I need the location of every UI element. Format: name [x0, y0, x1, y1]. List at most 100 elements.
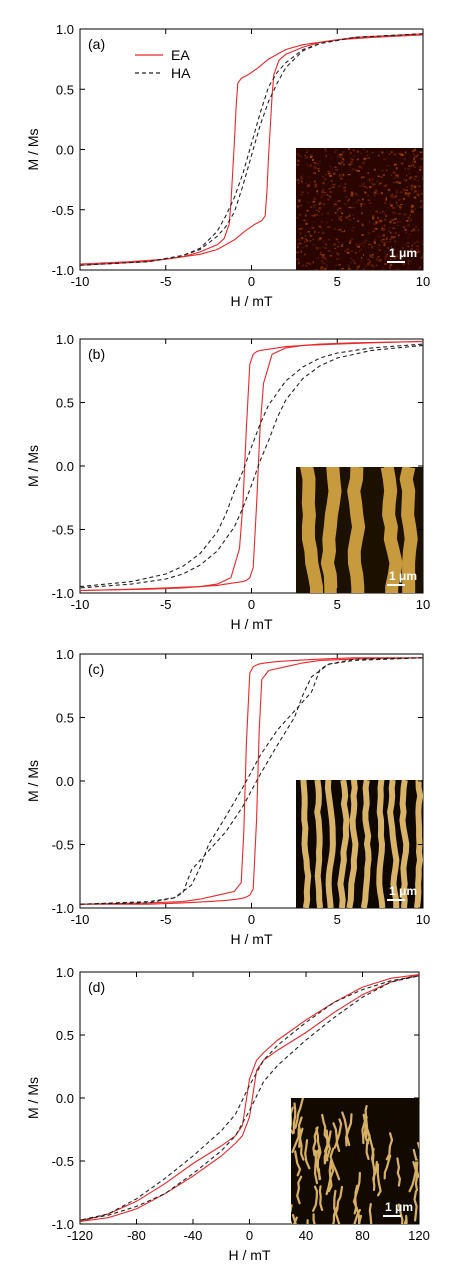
- speckle-dot: [355, 251, 357, 254]
- speckle-dot: [356, 170, 360, 172]
- speckle-dot: [325, 154, 328, 157]
- speckle-dot: [366, 186, 368, 190]
- speckle-dot: [415, 251, 419, 254]
- speckle-dot: [388, 230, 391, 232]
- speckle-dot: [338, 185, 341, 188]
- labyrinth-domain: [413, 1190, 418, 1222]
- speckle-dot: [412, 229, 416, 232]
- speckle-dot: [410, 210, 414, 213]
- speckle-dot: [329, 190, 333, 193]
- speckle-dot: [399, 205, 402, 208]
- speckle-dot: [395, 181, 399, 184]
- speckle-dot: [315, 162, 319, 165]
- y-tick-label: 1.0: [56, 647, 74, 662]
- speckle-dot: [352, 259, 355, 262]
- speckle-dot: [399, 220, 401, 223]
- speckle-dot: [333, 203, 337, 205]
- speckle-dot: [344, 229, 346, 232]
- speckle-dot: [411, 177, 415, 179]
- labyrinth-domain: [334, 1185, 344, 1216]
- speckle-dot: [364, 185, 368, 188]
- y-tick-label: -0.5: [52, 838, 74, 853]
- speckle-dot: [380, 176, 383, 178]
- legend-label-ea: EA: [171, 47, 190, 63]
- speckle-dot: [415, 155, 418, 158]
- y-axis-title: M / Ms: [25, 760, 41, 802]
- speckle-dot: [344, 196, 348, 198]
- speckle-dot: [297, 246, 299, 249]
- speckle-dot: [314, 166, 317, 169]
- speckle-dot: [414, 208, 416, 210]
- speckle-dot: [316, 190, 318, 193]
- speckle-dot: [323, 178, 327, 181]
- speckle-dot: [301, 182, 303, 185]
- speckle-dot: [335, 264, 338, 267]
- speckle-dot: [338, 257, 342, 260]
- y-tick-label: 1.0: [56, 22, 74, 37]
- speckle-dot: [418, 189, 420, 193]
- x-tick-label: -80: [127, 1228, 146, 1243]
- speckle-dot: [312, 261, 314, 264]
- speckle-dot: [356, 150, 359, 153]
- speckle-dot: [375, 264, 378, 267]
- speckle-dot: [400, 203, 403, 205]
- chart-panel-a: 1 μm -10 -5 0 5 10 1.0 0.5 0.0 -0.5 -1.0 (a) EA HA H /…: [25, 22, 430, 309]
- speckle-dot: [371, 230, 375, 232]
- speckle-dot: [340, 212, 344, 215]
- speckle-dot: [412, 160, 414, 163]
- speckle-dot: [362, 185, 366, 188]
- speckle-dot: [333, 269, 337, 270]
- speckle-dot: [386, 164, 390, 167]
- labyrinth-domain: [335, 1118, 343, 1152]
- speckle-dot: [342, 151, 345, 154]
- speckle-dot: [420, 158, 423, 160]
- speckle-dot: [320, 220, 323, 223]
- speckle-dot: [333, 172, 336, 175]
- speckle-dot: [335, 201, 339, 203]
- labyrinth-domain: [385, 1132, 394, 1161]
- speckle-dot: [368, 157, 370, 159]
- speckle-dot: [318, 203, 321, 205]
- labyrinth-domain: [332, 1122, 339, 1149]
- speckle-dot: [397, 225, 399, 227]
- speckle-dot: [408, 177, 412, 180]
- speckle-dot: [360, 203, 363, 205]
- speckle-dot: [367, 194, 369, 197]
- speckle-dot: [333, 243, 336, 246]
- speckle-dot: [300, 204, 302, 207]
- speckle-dot: [341, 230, 344, 233]
- y-tick-label: 1.0: [56, 965, 74, 980]
- speckle-dot: [391, 219, 394, 221]
- speckle-dot: [338, 162, 340, 165]
- speckle-dot: [328, 174, 332, 177]
- speckle-dot: [363, 182, 366, 185]
- speckle-dot: [402, 255, 405, 259]
- speckle-dot: [419, 200, 423, 203]
- speckle-dot: [321, 195, 323, 198]
- speckle-dot: [406, 189, 408, 191]
- speckle-dot: [310, 155, 313, 159]
- speckle-dot: [405, 232, 408, 234]
- speckle-dot: [382, 238, 385, 241]
- speckle-dot: [413, 166, 416, 169]
- speckle-dot: [309, 181, 312, 184]
- speckle-dot: [413, 160, 417, 163]
- speckle-dot: [398, 152, 402, 155]
- speckle-dot: [338, 216, 342, 219]
- speckle-dot: [318, 225, 322, 228]
- speckle-dot: [422, 240, 423, 242]
- speckle-dot: [399, 180, 402, 184]
- speckle-dot: [298, 262, 300, 265]
- speckle-dot: [339, 156, 342, 158]
- labyrinth-domain: [312, 1213, 316, 1224]
- speckle-dot: [402, 263, 405, 265]
- speckle-dot: [321, 175, 323, 177]
- labyrinth-domain: [292, 1102, 297, 1134]
- speckle-dot: [416, 240, 418, 244]
- speckle-dot: [368, 221, 370, 223]
- panel-label: (b): [88, 346, 105, 362]
- speckle-dot: [351, 158, 354, 161]
- speckle-dot: [371, 151, 374, 154]
- speckle-dot: [361, 256, 363, 260]
- speckle-dot: [387, 207, 390, 209]
